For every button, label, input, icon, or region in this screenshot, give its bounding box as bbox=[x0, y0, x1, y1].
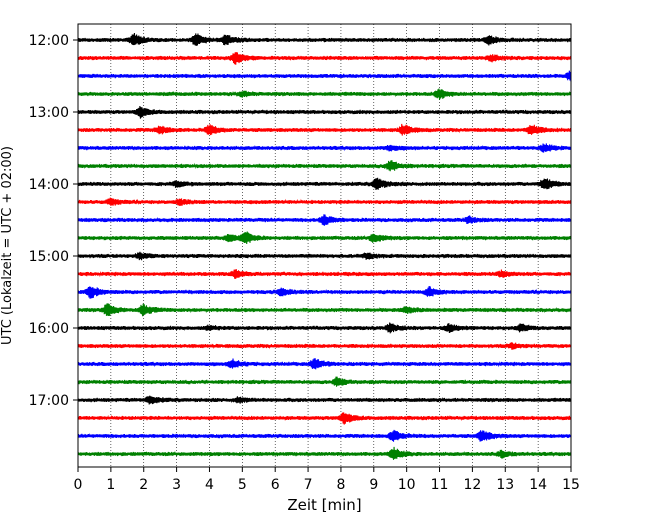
y-tick-label: 13:00 bbox=[29, 105, 69, 121]
x-tick-label: 7 bbox=[304, 477, 313, 493]
y-tick-label: 14:00 bbox=[29, 177, 69, 193]
trace-line bbox=[77, 322, 572, 334]
seismogram-traces bbox=[77, 32, 572, 460]
trace-line bbox=[77, 429, 572, 442]
x-tick-label: 5 bbox=[238, 477, 247, 493]
plot-frame bbox=[77, 23, 572, 468]
trace-line bbox=[77, 143, 572, 153]
trace-line bbox=[77, 197, 572, 206]
x-tick-label: 1 bbox=[106, 477, 115, 493]
trace-line bbox=[77, 52, 572, 65]
trace-line bbox=[77, 32, 572, 46]
trace-line bbox=[77, 177, 572, 190]
trace-line bbox=[77, 160, 572, 172]
trace-line bbox=[77, 395, 572, 405]
y-tick-label: 16:00 bbox=[29, 321, 69, 337]
trace-line bbox=[77, 342, 572, 350]
y-tick-label: 17:00 bbox=[29, 393, 69, 409]
x-tick-label: 12 bbox=[463, 477, 481, 493]
x-axis-ticks: 0 1 2 3 4 5 6 7 8 9 10 11 12 13 14 15 bbox=[74, 467, 580, 493]
trace-line bbox=[77, 358, 572, 370]
x-tick-label: 11 bbox=[431, 477, 449, 493]
x-tick-label: 6 bbox=[271, 477, 280, 493]
x-tick-label: 14 bbox=[529, 477, 547, 493]
trace-line bbox=[77, 303, 572, 317]
trace-line bbox=[77, 106, 572, 119]
x-tick-label: 9 bbox=[369, 477, 378, 493]
x-tick-label: 10 bbox=[398, 477, 416, 493]
x-tick-label: 2 bbox=[139, 477, 148, 493]
trace-line bbox=[77, 446, 572, 460]
trace-line bbox=[77, 251, 572, 261]
x-tick-label: 8 bbox=[336, 477, 345, 493]
y-axis-label: UTC (Lokalzeit = UTC + 02:00) bbox=[0, 146, 15, 345]
trace-line bbox=[77, 376, 572, 387]
x-tick-label: 13 bbox=[496, 477, 514, 493]
trace-line bbox=[77, 412, 572, 425]
trace-line bbox=[77, 269, 572, 279]
trace-line bbox=[77, 123, 572, 136]
x-tick-label: 3 bbox=[172, 477, 181, 493]
x-tick-label: 15 bbox=[562, 477, 580, 493]
trace-line bbox=[77, 214, 572, 226]
trace-line bbox=[77, 70, 572, 83]
x-tick-label: 0 bbox=[74, 477, 83, 493]
trace-line bbox=[77, 285, 572, 299]
vertical-grid bbox=[110, 24, 539, 467]
y-tick-label: 12:00 bbox=[29, 33, 69, 49]
y-axis-ticks: 12:00 13:00 14:00 15:00 16:00 17:00 bbox=[29, 33, 78, 409]
x-tick-label: 4 bbox=[205, 477, 214, 493]
trace-line bbox=[77, 231, 572, 245]
x-axis-label: Zeit [min] bbox=[287, 496, 361, 514]
trace-line bbox=[77, 88, 572, 101]
y-tick-label: 15:00 bbox=[29, 249, 69, 265]
